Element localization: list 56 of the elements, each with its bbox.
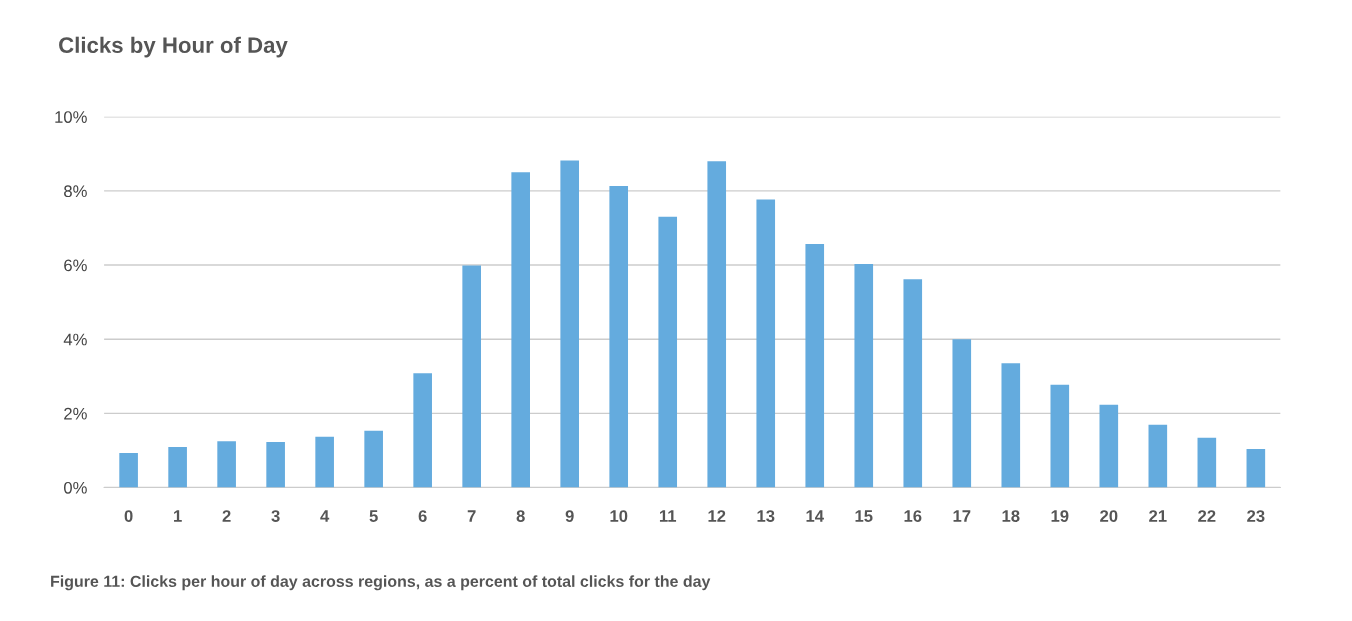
bar xyxy=(609,186,629,488)
bar xyxy=(1246,448,1266,488)
bar xyxy=(364,430,383,488)
x-tick-label: 6 xyxy=(418,510,427,522)
bar xyxy=(1001,363,1021,488)
y-tick-label: 10% xyxy=(55,111,87,123)
x-tick-label: 18 xyxy=(1002,510,1020,522)
x-tick-label: 16 xyxy=(904,510,922,522)
bar xyxy=(119,453,138,488)
x-tick-label: 8 xyxy=(516,510,525,522)
bar xyxy=(1050,384,1070,488)
bar xyxy=(168,447,187,488)
bar xyxy=(462,265,481,488)
y-tick-label: 0% xyxy=(64,481,87,494)
bar xyxy=(511,172,530,488)
x-tick-label: 5 xyxy=(369,510,378,522)
bar xyxy=(805,243,825,488)
x-tick-label: 3 xyxy=(271,510,280,522)
chart-title: Clicks by Hour of Day xyxy=(59,36,288,58)
bar xyxy=(756,199,776,488)
bar xyxy=(707,161,727,488)
bar xyxy=(854,263,874,488)
x-tick-label: 11 xyxy=(659,510,677,522)
bar xyxy=(217,441,236,488)
x-tick-label: 13 xyxy=(757,510,775,522)
bar xyxy=(413,373,432,488)
x-tick-label: 2 xyxy=(222,510,231,522)
x-tick-label: 12 xyxy=(708,510,726,522)
y-tick-label: 6% xyxy=(64,259,87,272)
bar xyxy=(560,160,580,488)
x-tick-label: 7 xyxy=(467,510,476,522)
x-tick-label: 9 xyxy=(565,510,574,522)
x-tick-label: 20 xyxy=(1100,510,1118,522)
x-tick-label: 4 xyxy=(320,510,330,522)
bar xyxy=(315,436,334,488)
bar xyxy=(1148,424,1168,488)
x-tick-label: 17 xyxy=(953,510,971,522)
bar xyxy=(266,441,285,488)
x-tick-label: 19 xyxy=(1051,510,1069,522)
x-tick-label: 1 xyxy=(174,510,182,522)
bar xyxy=(903,279,923,488)
bar xyxy=(1099,404,1119,488)
y-tick-label: 2% xyxy=(64,407,87,420)
bar xyxy=(952,339,972,488)
x-tick-label: 14 xyxy=(806,510,824,522)
x-tick-label: 23 xyxy=(1247,510,1265,522)
caption: Figure 11: Clicks per hour of day across regions, as a percent of total clicks for the day xyxy=(51,575,711,591)
y-tick-label: 8% xyxy=(64,185,87,198)
x-tick-label: 10 xyxy=(610,510,628,522)
y-tick-label: 4% xyxy=(63,333,87,346)
x-tick-label: 0 xyxy=(124,510,133,522)
x-tick-label: 22 xyxy=(1198,510,1216,522)
x-tick-label: 15 xyxy=(855,510,873,522)
x-tick-label: 21 xyxy=(1149,510,1167,522)
bar xyxy=(1197,437,1217,488)
bar xyxy=(658,216,678,488)
